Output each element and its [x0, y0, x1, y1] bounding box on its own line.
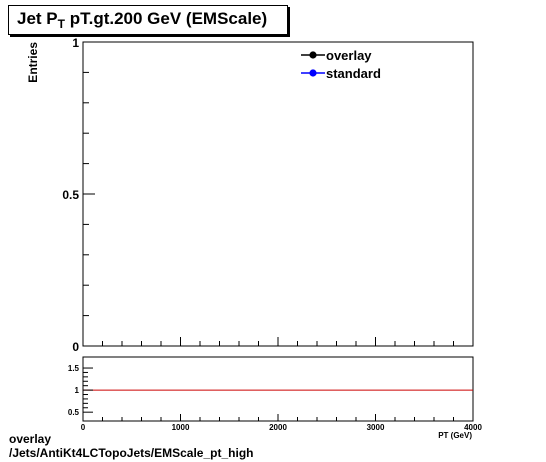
ratio-x-tick-label: 2000 [269, 423, 287, 432]
chart-title-prefix: Jet P [17, 9, 58, 28]
ratio-x-tick-label: 3000 [367, 423, 385, 432]
ratio-y-tick-label: 0.5 [68, 408, 80, 417]
main-y-axis-title: Entries [26, 42, 40, 83]
ratio-x-tick-label: 1000 [172, 423, 190, 432]
ratio-x-axis-title: PT (GeV) [438, 431, 472, 440]
ratio-plot-frame [82, 356, 474, 422]
main-y-tick-label: 0.5 [62, 188, 79, 202]
chart-title: Jet PT pT.gt.200 GeV (EMScale) [17, 9, 268, 31]
main-y-tick-label: 0 [72, 340, 79, 354]
chart-title-box: Jet PT pT.gt.200 GeV (EMScale) [8, 5, 288, 35]
ratio-x-tick-label: 0 [81, 423, 86, 432]
chart-title-subscript: T [57, 17, 65, 31]
ratio-y-tick-label: 1.5 [68, 364, 80, 373]
legend-label-overlay: overlay [326, 48, 372, 63]
legend-label-standard: standard [326, 66, 381, 81]
ratio-x-tick-label: 4000 [464, 423, 482, 432]
legend-marker-overlay [309, 51, 317, 59]
footer-line1: overlay [9, 432, 52, 446]
chart-title-suffix: pT.gt.200 GeV (EMScale) [64, 9, 268, 28]
footer-line2: /Jets/AntiKt4LCTopoJets/EMScale_pt_high [9, 446, 254, 460]
ratio-y-tick-label: 1 [75, 386, 80, 395]
main-y-tick-label: 1 [72, 36, 79, 50]
legend-marker-standard [309, 69, 317, 77]
main-plot-frame [82, 41, 474, 347]
